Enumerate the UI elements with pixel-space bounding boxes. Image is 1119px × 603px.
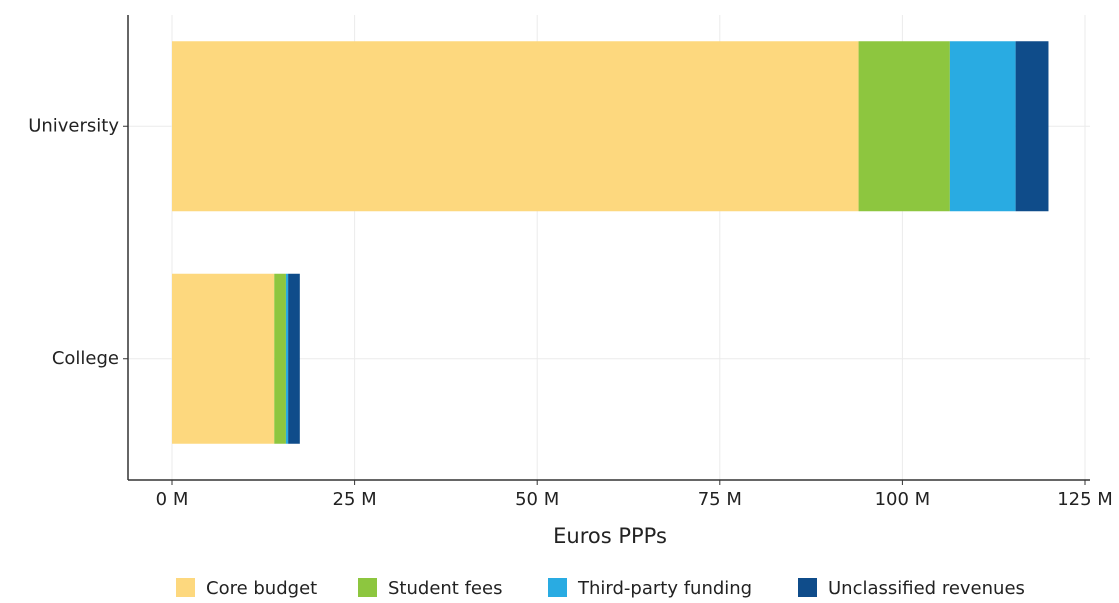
legend-label: Core budget [206,578,317,599]
bar-segment [949,41,1016,212]
y-tick-label: College [52,348,119,369]
bar-segment [274,273,286,444]
legend-swatch [798,578,817,597]
bar-segment [1015,41,1049,212]
x-axis-label: Euros PPPs [553,524,667,548]
x-tick-label: 125 M [1057,489,1113,510]
x-tick-label: 75 M [698,489,742,510]
bar-segment [858,41,950,212]
legend-label: Student fees [388,578,502,599]
legend-swatch [358,578,377,597]
x-tick-label: 50 M [515,489,559,510]
legend-label: Unclassified revenues [828,578,1025,599]
legend-swatch [548,578,567,597]
bar-segment [172,273,275,444]
bar-segment [285,273,289,444]
legend-label: Third-party funding [577,578,752,599]
y-tick-label: University [28,115,119,136]
x-tick-label: 25 M [333,489,377,510]
bar-segment [172,41,859,212]
bar-segment [288,273,300,444]
legend-swatch [176,578,195,597]
x-tick-label: 100 M [875,489,931,510]
x-tick-label: 0 M [156,489,189,510]
